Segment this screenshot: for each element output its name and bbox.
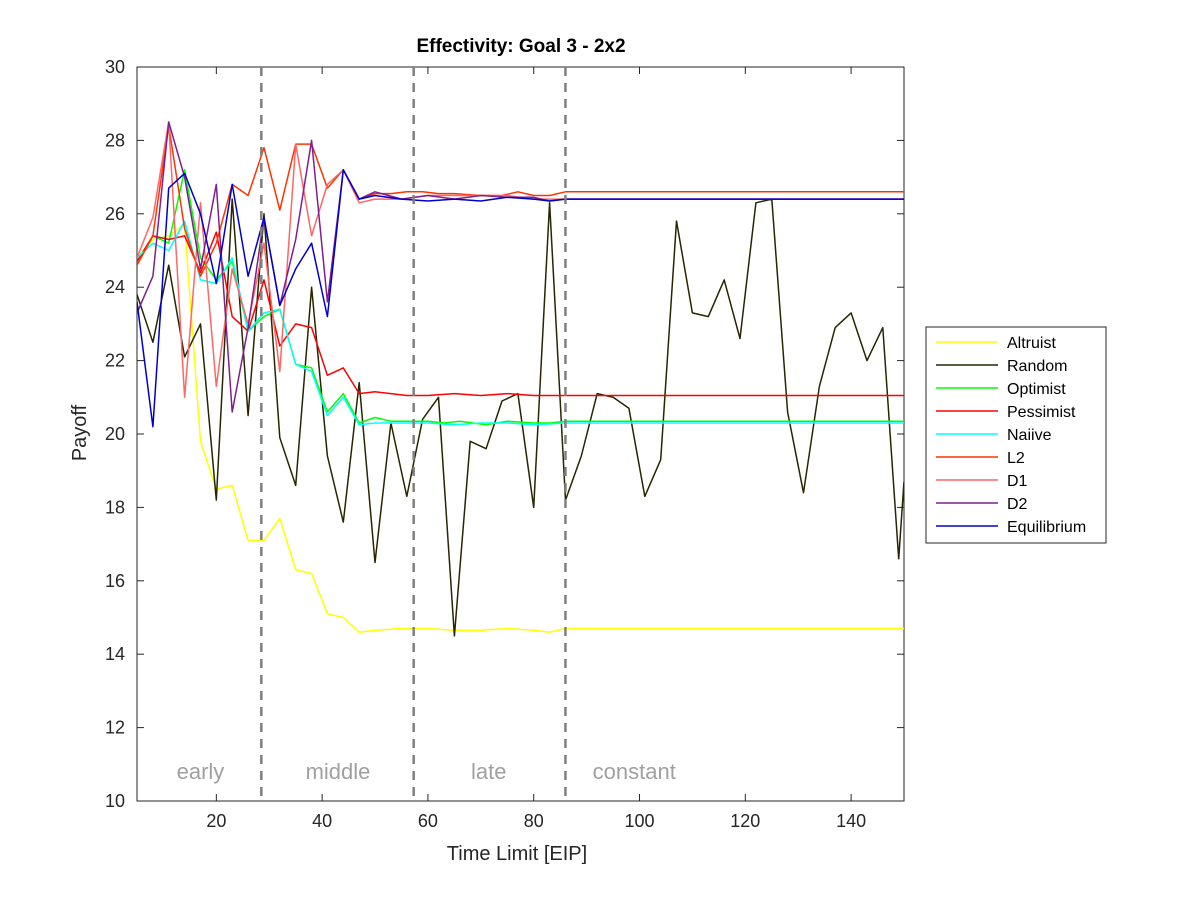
legend-entry-pessimist: Pessimist (1007, 404, 1076, 421)
legend-entry-l2: L2 (1007, 450, 1025, 467)
y-tick-label: 18 (105, 497, 125, 517)
phase-label-constant: constant (593, 759, 676, 784)
axes-box (136, 66, 905, 802)
y-tick-label: 30 (105, 57, 125, 77)
series-line-pessimist (137, 231, 904, 397)
series-line-random (137, 198, 904, 637)
legend-entry-equilibrium: Equilibrium (1007, 519, 1086, 536)
y-tick-label: 14 (105, 644, 125, 664)
x-tick-label: 40 (312, 811, 332, 831)
x-tick-label: 120 (730, 811, 760, 831)
legend-box (925, 326, 1107, 544)
legend: Altruist Random Optimist Pessimist Naiive L2 D… (925, 326, 1107, 544)
legend-entry-d1: D1 (1007, 473, 1028, 490)
y-tick-label: 16 (105, 571, 125, 591)
chart-title: Effectivity: Goal 3 - 2x2 (416, 36, 625, 57)
phase-label-early: early (177, 759, 225, 784)
legend-entry-optimist: Optimist (1007, 381, 1066, 398)
x-tick-label: 100 (624, 811, 654, 831)
x-axis-label: Time Limit [EIP] (447, 843, 587, 865)
x-tick-label: 20 (206, 811, 226, 831)
x-tick-label: 140 (836, 811, 866, 831)
phase-label-late: late (471, 759, 506, 784)
y-tick-label: 20 (105, 424, 125, 444)
series-line-altruist (137, 224, 904, 633)
y-axis-label: Payoff (69, 404, 91, 461)
y-tick-label: 10 (105, 791, 125, 811)
x-tick-label: 80 (524, 811, 544, 831)
phase-label-middle: middle (306, 759, 371, 784)
y-tick-label: 26 (105, 204, 125, 224)
legend-entry-naiive: Naiive (1007, 427, 1052, 444)
legend-entry-random: Random (1007, 358, 1067, 375)
y-tick-label: 28 (105, 130, 125, 150)
x-tick-label: 60 (418, 811, 438, 831)
y-tick-label: 12 (105, 718, 125, 738)
plot-area: 10 12 14 16 18 20 22 24 26 28 30 20 40 60 80 100 120 140 e… (105, 57, 905, 831)
legend-entry-altruist: Altruist (1007, 335, 1056, 352)
legend-entry-d2: D2 (1007, 496, 1028, 513)
y-tick-label: 24 (105, 277, 125, 297)
y-tick-label: 22 (105, 351, 125, 371)
series-lines (137, 121, 904, 637)
series-line-equilibrium (137, 169, 904, 428)
